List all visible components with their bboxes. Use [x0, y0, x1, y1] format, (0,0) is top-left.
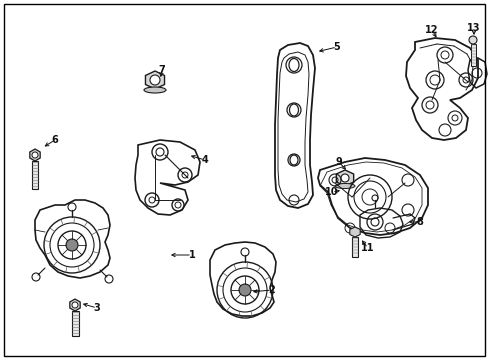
- Polygon shape: [30, 149, 40, 161]
- Text: 12: 12: [425, 25, 438, 35]
- Circle shape: [239, 284, 250, 296]
- Bar: [71, 311, 79, 336]
- Text: 10: 10: [325, 187, 338, 197]
- Circle shape: [150, 75, 160, 85]
- Bar: [32, 161, 38, 189]
- Circle shape: [32, 152, 38, 158]
- Text: 9: 9: [335, 157, 342, 167]
- Circle shape: [72, 302, 78, 308]
- Text: 11: 11: [361, 243, 374, 253]
- Bar: [351, 237, 357, 257]
- Text: 5: 5: [333, 42, 340, 52]
- Text: 7: 7: [158, 65, 165, 75]
- Polygon shape: [349, 227, 360, 237]
- Text: 1: 1: [188, 250, 195, 260]
- Text: 2: 2: [268, 285, 275, 295]
- Circle shape: [340, 174, 348, 182]
- Text: 6: 6: [52, 135, 58, 145]
- Text: 13: 13: [467, 23, 480, 33]
- Ellipse shape: [334, 184, 354, 189]
- Polygon shape: [336, 170, 353, 186]
- Text: 8: 8: [416, 217, 423, 227]
- Text: 3: 3: [93, 303, 100, 313]
- Ellipse shape: [143, 87, 165, 93]
- Bar: [469, 44, 474, 66]
- Polygon shape: [70, 299, 80, 311]
- Text: 4: 4: [201, 155, 208, 165]
- Polygon shape: [145, 71, 164, 89]
- Circle shape: [66, 239, 78, 251]
- Circle shape: [468, 36, 476, 44]
